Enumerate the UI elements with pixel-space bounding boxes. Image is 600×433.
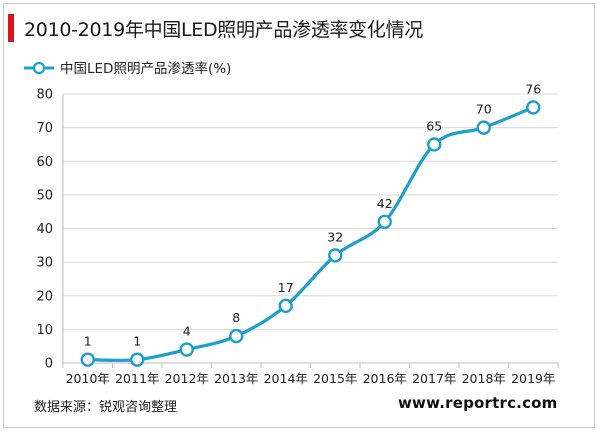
legend: 中国LED照明产品渗透率(%) bbox=[24, 60, 231, 77]
data-label: 4 bbox=[183, 324, 191, 339]
data-point bbox=[526, 100, 541, 115]
axes: 0 10 20 30 40 50 60 70 80 2010年 2011年 2012年 2013年 201… bbox=[36, 88, 559, 386]
series-layer bbox=[80, 100, 541, 367]
data-point bbox=[80, 352, 95, 367]
x-tick-label: 2014年 bbox=[264, 371, 308, 386]
x-tick-label: 2012年 bbox=[165, 371, 209, 386]
data-label: 32 bbox=[327, 229, 343, 244]
data-label: 8 bbox=[232, 310, 240, 325]
y-tick-label: 50 bbox=[36, 188, 53, 203]
y-tick-label: 10 bbox=[36, 323, 53, 338]
x-tick-label: 2015年 bbox=[313, 371, 357, 386]
data-source: 数据来源：锐观咨询整理 bbox=[34, 400, 178, 415]
y-tick-label: 70 bbox=[36, 121, 53, 136]
data-point bbox=[278, 298, 293, 314]
chart-frame bbox=[3, 3, 595, 428]
labels-layer: 1 1 4 8 17 32 42 65 70 76 bbox=[84, 81, 541, 348]
x-tick-label: 2018年 bbox=[462, 371, 506, 386]
data-label: 76 bbox=[525, 81, 541, 96]
data-point bbox=[179, 342, 194, 357]
data-label: 42 bbox=[377, 196, 393, 211]
data-point bbox=[377, 214, 392, 229]
data-label: 65 bbox=[426, 118, 442, 133]
y-tick-label: 60 bbox=[36, 155, 53, 170]
x-tick-label: 2010年 bbox=[66, 371, 110, 386]
legend-marker bbox=[32, 61, 46, 75]
y-tick-label: 80 bbox=[36, 88, 53, 103]
series-line bbox=[87, 105, 534, 362]
y-tick-label: 20 bbox=[36, 289, 53, 304]
x-tick-label: 2019年 bbox=[511, 371, 555, 386]
y-tick-label: 30 bbox=[36, 256, 53, 271]
title-accent-bar bbox=[8, 14, 14, 42]
x-tick-label: 2016年 bbox=[363, 371, 407, 386]
data-point bbox=[328, 248, 343, 263]
data-point bbox=[130, 352, 145, 367]
legend-label: 中国LED照明产品渗透率(%) bbox=[60, 60, 231, 77]
data-point bbox=[229, 328, 244, 344]
grid-lines bbox=[63, 93, 558, 330]
data-label: 1 bbox=[133, 334, 141, 349]
data-label: 1 bbox=[84, 334, 92, 349]
data-point bbox=[427, 137, 442, 152]
website-url: www.reportrc.com bbox=[398, 394, 558, 412]
y-tick-label: 40 bbox=[36, 222, 53, 237]
x-tick-label: 2011年 bbox=[115, 371, 159, 386]
data-label: 17 bbox=[278, 280, 294, 295]
x-tick-label: 2013年 bbox=[214, 371, 258, 386]
y-tick-label: 0 bbox=[45, 357, 53, 372]
data-label: 70 bbox=[476, 102, 492, 117]
page-title: 2010-2019年中国LED照明产品渗透率变化情况 bbox=[24, 19, 423, 41]
x-tick-label: 2017年 bbox=[412, 371, 456, 386]
data-point bbox=[476, 120, 491, 135]
